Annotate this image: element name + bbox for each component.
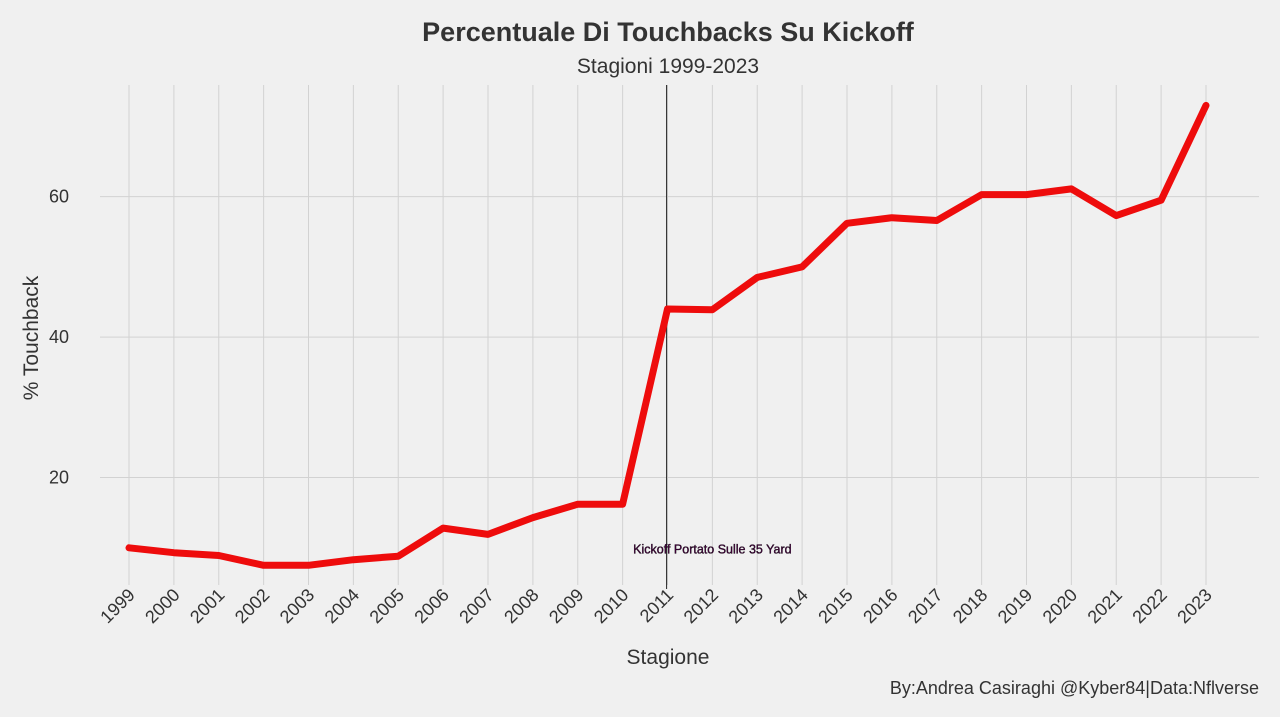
data-point (172, 551, 175, 554)
data-point (1205, 104, 1207, 107)
grid (100, 85, 1259, 585)
x-tick-label: 2000 (141, 585, 183, 627)
data-point (890, 216, 893, 219)
data-point (621, 503, 624, 506)
x-tick-label: 2021 (1084, 585, 1126, 627)
x-tick-label: 2018 (949, 585, 991, 627)
x-tick-label: 2013 (725, 585, 767, 627)
data-point (397, 555, 400, 558)
x-tick-label: 2017 (904, 585, 946, 627)
x-tick-label: 2019 (994, 585, 1036, 627)
data-point (846, 222, 848, 225)
y-axis-title: % Touchback (20, 275, 43, 400)
rule-change-label: Kickoff Portato Sulle 35 Yard (633, 542, 791, 556)
data-point (935, 219, 938, 222)
y-tick-label: 20 (49, 468, 69, 488)
x-tick-label: 2010 (590, 585, 632, 627)
x-tick-label: 2005 (366, 585, 408, 627)
data-point (352, 558, 355, 561)
data-point (262, 564, 265, 567)
x-tick-label: 2001 (186, 585, 228, 627)
series-layer (125, 101, 1210, 569)
data-point (128, 546, 130, 549)
chart-title: Percentuale Di Touchbacks Su Kickoff (422, 17, 915, 47)
x-tick-label: 2006 (410, 585, 452, 627)
data-point (1115, 214, 1118, 217)
data-point (217, 554, 220, 557)
data-point (531, 516, 534, 519)
data-point (442, 527, 445, 530)
x-axis-title: Stagione (627, 646, 710, 669)
data-point (666, 308, 669, 311)
x-tick-label: 2022 (1128, 585, 1170, 627)
data-point (980, 193, 983, 196)
y-tick-label: 40 (49, 327, 69, 347)
x-axis-ticks: 1999 2000 2001 2002 2003 2004 2005 2006 2007 2008… (96, 585, 1215, 627)
data-point (1025, 193, 1028, 196)
data-point (1160, 199, 1163, 202)
x-tick-label: 2003 (276, 585, 318, 627)
x-tick-label: 2015 (814, 585, 856, 627)
data-point (1070, 187, 1073, 190)
x-tick-label: 2009 (545, 585, 587, 627)
annotation-layer: Kickoff Portato Sulle 35 Yard (633, 85, 792, 589)
chart-caption: By:Andrea Casiraghi @Kyber84|Data:Nflver… (890, 678, 1259, 698)
x-tick-label: 2007 (455, 585, 497, 627)
x-tick-label: 2023 (1173, 585, 1215, 627)
chart-subtitle: Stagioni 1999-2023 (577, 55, 759, 78)
x-tick-label: 2014 (769, 585, 811, 627)
y-axis-ticks: 20 40 60 (49, 187, 69, 488)
data-point (801, 265, 804, 268)
x-tick-label: 2002 (231, 585, 273, 627)
x-tick-label: 1999 (96, 585, 138, 627)
x-tick-label: 2016 (859, 585, 901, 627)
data-point (756, 276, 759, 279)
data-point (307, 564, 310, 567)
x-tick-label: 2008 (500, 585, 542, 627)
x-tick-label: 2004 (321, 585, 363, 627)
data-point (711, 308, 714, 311)
data-point (487, 533, 489, 536)
x-tick-label: 2011 (636, 585, 678, 627)
data-point (576, 503, 579, 506)
x-tick-label: 2012 (680, 585, 722, 627)
y-tick-label: 60 (49, 187, 69, 207)
x-tick-label: 2020 (1039, 585, 1081, 627)
